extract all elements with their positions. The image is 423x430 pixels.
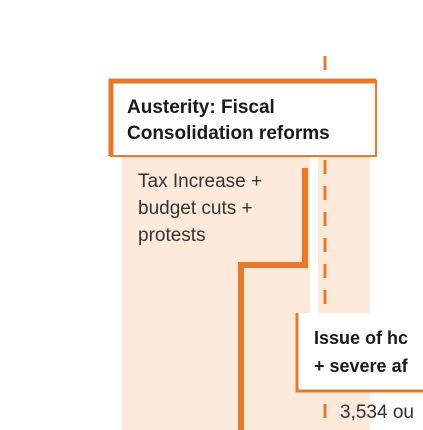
title-box-accent xyxy=(108,78,376,156)
title-line: Consolidation reforms xyxy=(127,123,330,144)
title-box xyxy=(110,80,377,157)
panel-background xyxy=(122,155,310,430)
issue-box-border xyxy=(295,313,423,393)
footer-text: 3,534 ou xyxy=(340,402,414,423)
description-line: Tax Increase + xyxy=(138,171,262,192)
title-line: Austerity: Fiscal xyxy=(127,97,275,118)
issue-line: Issue of hc xyxy=(314,328,408,348)
timeline-line xyxy=(238,168,308,430)
description-line: protests xyxy=(138,225,206,246)
issue-box xyxy=(297,313,423,391)
description-line: budget cuts + xyxy=(138,198,253,219)
panel-strip-bottom xyxy=(300,392,370,430)
issue-line: + severe af xyxy=(314,356,409,376)
panel-strip xyxy=(318,155,370,315)
